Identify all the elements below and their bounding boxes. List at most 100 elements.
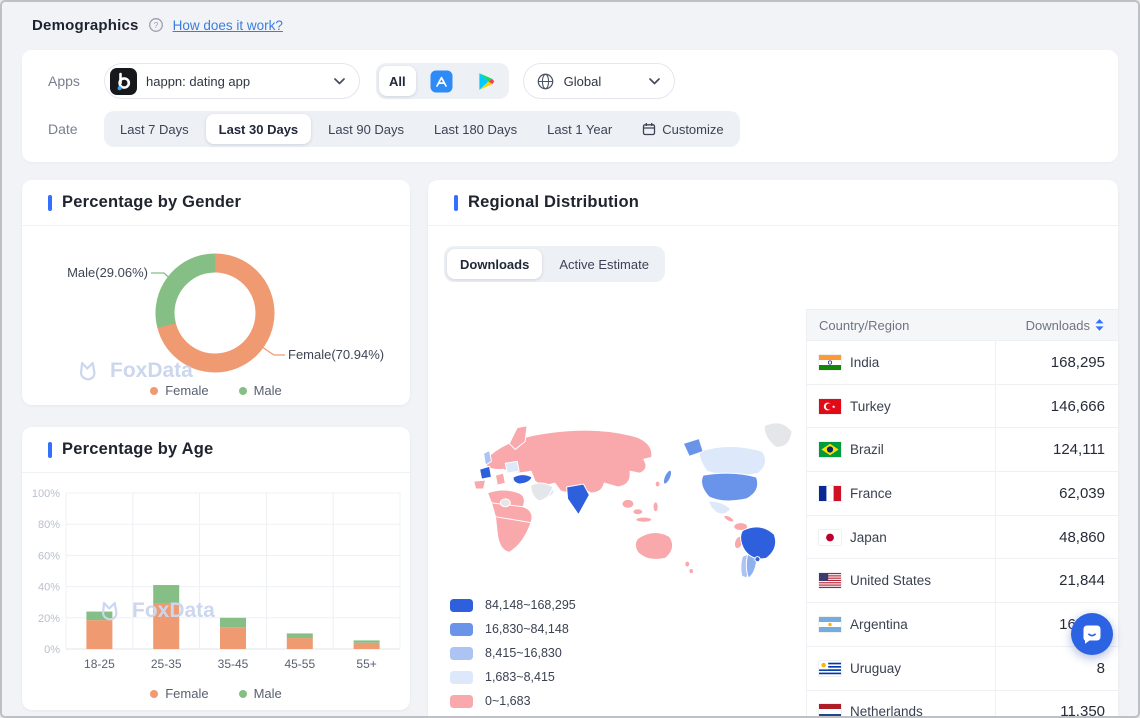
tab-label: Active Estimate xyxy=(559,257,649,272)
country-cell: France xyxy=(807,472,996,515)
female-label-line xyxy=(262,347,285,355)
world-map xyxy=(444,400,800,578)
date-option-label: Last 30 Days xyxy=(219,122,299,137)
flag-icon-ar xyxy=(819,617,841,632)
svg-text:?: ? xyxy=(153,20,158,30)
map-legend-range: 8,415~16,830 xyxy=(485,646,562,660)
tab-downloads[interactable]: Downloads xyxy=(447,249,542,279)
country-name: United States xyxy=(850,573,931,588)
flag-icon-jp xyxy=(819,530,841,545)
country-column-header: Country/Region xyxy=(807,318,996,333)
bar-male-55+ xyxy=(354,640,380,642)
legend-label: Female xyxy=(165,383,208,398)
date-option-last-30-days[interactable]: Last 30 Days xyxy=(206,114,312,144)
date-option-last-90-days[interactable]: Last 90 Days xyxy=(315,114,417,144)
platform-appstore-button[interactable] xyxy=(420,66,463,96)
table-header-row: Country/Region Downloads xyxy=(807,309,1118,341)
gender-donut-chart: Male(29.06%)Female(70.94%) xyxy=(22,226,408,405)
map-spacer xyxy=(444,282,806,400)
country-name: Brazil xyxy=(850,442,884,457)
gender-chart-legend: Female Male xyxy=(22,383,410,398)
map-regions-tier5 xyxy=(474,426,748,574)
date-option-last-180-days[interactable]: Last 180 Days xyxy=(421,114,530,144)
regional-tabs: Downloads Active Estimate xyxy=(444,246,665,282)
country-cell: India xyxy=(807,341,996,384)
main-content: Percentage by Gender Male(29.06%)Female(… xyxy=(2,180,1138,718)
map-legend-item: 0~1,683 xyxy=(450,689,806,713)
map-legend-swatch xyxy=(450,695,473,708)
region-select-value: Global xyxy=(564,74,640,89)
chat-widget-button[interactable] xyxy=(1071,613,1113,655)
regional-body: Downloads Active Estimate xyxy=(428,226,1118,718)
flag-icon-nl xyxy=(819,704,841,718)
map-legend-item: 84,148~168,295 xyxy=(450,593,806,617)
globe-icon xyxy=(536,72,555,91)
bar-female-25-35 xyxy=(153,603,179,649)
country-cell: Japan xyxy=(807,516,996,559)
map-legend: 84,148~168,29516,830~84,1488,415~16,8301… xyxy=(450,593,806,713)
age-card: Percentage by Age 0%20%40%60%80%100%18-2… xyxy=(22,427,410,710)
map-legend-swatch xyxy=(450,623,473,636)
help-question-icon[interactable]: ? xyxy=(148,17,164,33)
bar-male-25-35 xyxy=(153,585,179,603)
downloads-value: 48,860 xyxy=(996,529,1118,546)
tab-active-estimate[interactable]: Active Estimate xyxy=(546,249,662,279)
platform-all-button[interactable]: All xyxy=(379,66,416,96)
flag-icon-us xyxy=(819,573,841,588)
flag-icon-br xyxy=(819,442,841,457)
legend-label: Male xyxy=(254,383,282,398)
date-segmented-control: Last 7 Days Last 30 Days Last 90 Days Last … xyxy=(104,111,740,147)
legend-item-female[interactable]: Female xyxy=(150,686,208,701)
downloads-column-header[interactable]: Downloads xyxy=(996,318,1118,333)
table-row-india: India168,295 xyxy=(807,341,1118,385)
date-option-label: Last 1 Year xyxy=(547,122,612,137)
age-chart-legend: Female Male xyxy=(22,686,410,701)
how-does-it-work-link[interactable]: How does it work? xyxy=(173,18,283,33)
map-legend-item: 8,415~16,830 xyxy=(450,641,806,665)
page-header: Demographics ? How does it work? xyxy=(2,2,1138,48)
downloads-value: 168,295 xyxy=(996,354,1118,371)
legend-dot xyxy=(239,387,247,395)
date-option-last-7-days[interactable]: Last 7 Days xyxy=(107,114,202,144)
flag-icon-tr xyxy=(819,399,841,414)
downloads-value: 21,844 xyxy=(996,572,1118,589)
app-select[interactable]: happn: dating app xyxy=(104,63,360,99)
y-axis-tick-label: 0% xyxy=(44,644,60,656)
legend-item-female[interactable]: Female xyxy=(150,383,208,398)
downloads-value: 146,666 xyxy=(996,398,1118,415)
accent-bar xyxy=(454,195,458,211)
country-cell: Uruguay xyxy=(807,647,996,690)
google-play-icon xyxy=(477,72,496,91)
demographics-page: Demographics ? How does it work? Apps ha… xyxy=(0,0,1140,718)
gender-card-header: Percentage by Gender xyxy=(22,180,410,226)
left-column: Percentage by Gender Male(29.06%)Female(… xyxy=(22,180,410,710)
country-name: Argentina xyxy=(850,617,908,632)
date-option-label: Customize xyxy=(662,122,723,137)
map-legend-swatch xyxy=(450,599,473,612)
age-chart-area: 0%20%40%60%80%100%18-2525-3535-4545-5555… xyxy=(22,473,410,710)
bar-male-45-55 xyxy=(287,633,313,638)
regional-card-title: Regional Distribution xyxy=(468,193,639,212)
tab-label: Downloads xyxy=(460,257,529,272)
x-axis-category-label: 55+ xyxy=(356,657,376,671)
table-row-uruguay: Uruguay8 xyxy=(807,647,1118,691)
country-name: Japan xyxy=(850,530,887,545)
flag-icon-fr xyxy=(819,486,841,501)
date-option-customize[interactable]: Customize xyxy=(629,114,736,144)
app-select-value: happn: dating app xyxy=(146,74,325,89)
region-select[interactable]: Global xyxy=(523,63,675,99)
platform-googleplay-button[interactable] xyxy=(467,66,506,96)
calendar-icon xyxy=(642,122,656,136)
legend-item-male[interactable]: Male xyxy=(239,383,282,398)
platform-segmented-control: All xyxy=(376,63,509,99)
chevron-down-icon xyxy=(649,78,660,85)
date-option-label: Last 180 Days xyxy=(434,122,517,137)
date-filter-row: Date Last 7 DaysLast 30 DaysLast 90 Days… xyxy=(48,111,1092,147)
table-rows: India168,295Turkey146,666Brazil124,111Fr… xyxy=(807,341,1118,718)
legend-item-male[interactable]: Male xyxy=(239,686,282,701)
bar-male-18-25 xyxy=(86,612,112,621)
table-row-united-states: United States 21,844 xyxy=(807,559,1118,603)
country-name: France xyxy=(850,486,892,501)
regional-card-header: Regional Distribution xyxy=(428,180,1118,226)
date-option-last-1-year[interactable]: Last 1 Year xyxy=(534,114,625,144)
